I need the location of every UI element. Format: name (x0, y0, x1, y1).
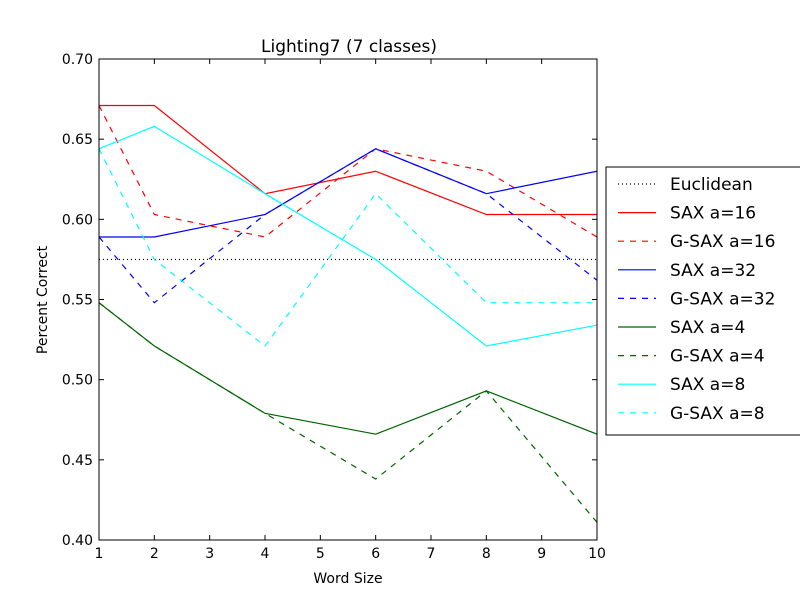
x-tick-label: 7 (427, 546, 436, 562)
x-tick-label: 5 (316, 546, 325, 562)
legend-label: SAX a=16 (670, 204, 756, 224)
legend-label: SAX a=4 (670, 318, 745, 338)
legend-label: SAX a=32 (670, 261, 756, 281)
x-tick-label: 8 (482, 546, 491, 562)
y-axis-label: Percent Correct (35, 245, 51, 354)
legend-label: G-SAX a=8 (670, 404, 765, 424)
x-axis-ticks: 1 2 3 4 5 6 7 8 9 10 (95, 59, 606, 562)
x-tick-label: 2 (150, 546, 159, 562)
chart-title: Lighting7 (7 classes) (261, 37, 437, 57)
series-group (99, 104, 597, 523)
x-tick-label: 9 (537, 546, 546, 562)
x-tick-label: 6 (371, 546, 380, 562)
y-tick-label: 0.70 (62, 52, 93, 68)
series-line-sax-a-16 (99, 104, 597, 216)
legend-label: G-SAX a=4 (670, 347, 765, 367)
plot-frame (98, 58, 598, 541)
y-tick-label: 0.65 (62, 132, 93, 148)
plot-area: 1 2 3 4 5 6 7 8 9 10 0.40 0.45 0.50 0.55 0.60 0.65 0.70 (62, 52, 606, 562)
x-tick-label: 3 (205, 546, 214, 562)
series-line-g-sax-a-8 (99, 148, 597, 347)
y-tick-label: 0.60 (62, 212, 93, 228)
x-tick-label: 4 (261, 546, 270, 562)
series-line-g-sax-a-32 (99, 148, 597, 304)
y-tick-label: 0.40 (62, 533, 93, 549)
series-line-g-sax-a-4 (99, 302, 597, 523)
chart-legend: Euclidean SAX a=16 G-SAX a=16 SAX a=32 G-SAX… (605, 166, 800, 436)
y-tick-label: 0.50 (62, 373, 93, 389)
legend-label: Euclidean (670, 175, 753, 195)
x-tick-label: 1 (95, 546, 104, 562)
legend-label: G-SAX a=32 (670, 289, 775, 309)
y-tick-label: 0.55 (62, 293, 93, 309)
series-line-sax-a-4 (99, 302, 597, 435)
legend-label: SAX a=8 (670, 375, 745, 395)
legend-frame (605, 166, 800, 436)
y-tick-label: 0.45 (62, 453, 93, 469)
legend-items: Euclidean SAX a=16 G-SAX a=16 SAX a=32 G-SAX… (618, 175, 775, 424)
x-tick-label: 10 (588, 546, 606, 562)
y-axis-ticks: 0.40 0.45 0.50 0.55 0.60 0.65 0.70 (62, 52, 597, 549)
x-axis-label: Word Size (313, 571, 382, 587)
legend-label: G-SAX a=16 (670, 232, 775, 252)
series-line-g-sax-a-16 (99, 105, 597, 238)
series-line-sax-a-8 (99, 125, 597, 347)
